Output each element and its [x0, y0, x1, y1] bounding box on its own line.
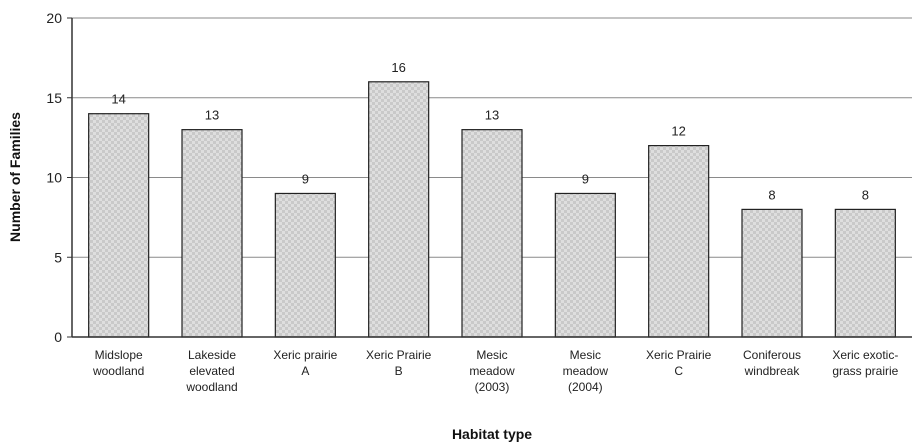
- y-axis-ticks: 0 5 10 15 20: [46, 10, 72, 345]
- bar: [368, 81, 430, 338]
- x-axis-title: Habitat type: [452, 426, 532, 442]
- bar: [648, 145, 710, 338]
- bar: [834, 208, 896, 338]
- category-label-line: A: [301, 364, 309, 378]
- category-label: Mesic meadow (2004): [563, 348, 609, 394]
- category-label: Xeric prairie A: [273, 348, 337, 378]
- category-label-line: Xeric exotic-: [832, 348, 898, 362]
- y-tick-label: 20: [46, 10, 62, 26]
- data-label: 8: [768, 187, 775, 202]
- category-label-line: windbreak: [744, 364, 801, 378]
- category-label-line: Xeric prairie: [273, 348, 337, 362]
- data-label: 13: [485, 108, 499, 123]
- data-label: 13: [205, 108, 219, 123]
- category-label: Midslope woodland: [92, 348, 144, 378]
- category-label: Xeric exotic-grass prairie: [832, 348, 898, 378]
- data-label: 16: [391, 60, 405, 75]
- bar: [88, 113, 150, 338]
- data-label: 12: [671, 124, 685, 139]
- bar: [741, 208, 803, 338]
- data-label: 14: [111, 92, 125, 107]
- x-axis-categories: Midslope woodland Lakeside elevated woodland…: [92, 348, 899, 394]
- data-label: 9: [302, 171, 309, 186]
- category-label-line: Coniferous: [743, 348, 801, 362]
- category-label-line: B: [395, 364, 403, 378]
- category-label: Lakeside elevated woodland: [185, 348, 237, 394]
- y-tick-label: 0: [54, 329, 62, 345]
- bar: [554, 192, 616, 338]
- category-label-line: meadow: [563, 364, 609, 378]
- data-labels: 14 13 9 16 13 9 12 8 8: [111, 60, 869, 203]
- y-axis-title: Number of Families: [7, 112, 23, 242]
- bars: [88, 81, 896, 338]
- data-label: 8: [862, 187, 869, 202]
- category-label-line: Xeric Prairie: [366, 348, 432, 362]
- y-tick-label: 15: [46, 90, 62, 106]
- y-tick-label: 10: [46, 170, 62, 186]
- category-label-line: Xeric Prairie: [646, 348, 712, 362]
- category-label-line: Midslope: [95, 348, 143, 362]
- category-label-line: meadow: [469, 364, 515, 378]
- y-tick-label: 5: [54, 249, 62, 265]
- category-label-line: grass prairie: [832, 364, 898, 378]
- category-label-line: Mesic: [476, 348, 507, 362]
- bar: [274, 192, 336, 338]
- category-label-line: Mesic: [570, 348, 601, 362]
- category-label-line: woodland: [185, 380, 237, 394]
- bar: [461, 129, 523, 338]
- category-label: Mesic meadow (2003): [469, 348, 515, 394]
- category-label-line: elevated: [189, 364, 234, 378]
- category-label-line: (2004): [568, 380, 603, 394]
- bar: [181, 129, 243, 338]
- data-label: 9: [582, 171, 589, 186]
- category-label-line: woodland: [92, 364, 144, 378]
- category-label: Xeric Prairie C: [646, 348, 712, 378]
- category-label: Xeric Prairie B: [366, 348, 432, 378]
- category-label: Coniferous windbreak: [743, 348, 801, 378]
- category-label-line: C: [674, 364, 683, 378]
- category-label-line: Lakeside: [188, 348, 236, 362]
- category-label-line: (2003): [475, 380, 510, 394]
